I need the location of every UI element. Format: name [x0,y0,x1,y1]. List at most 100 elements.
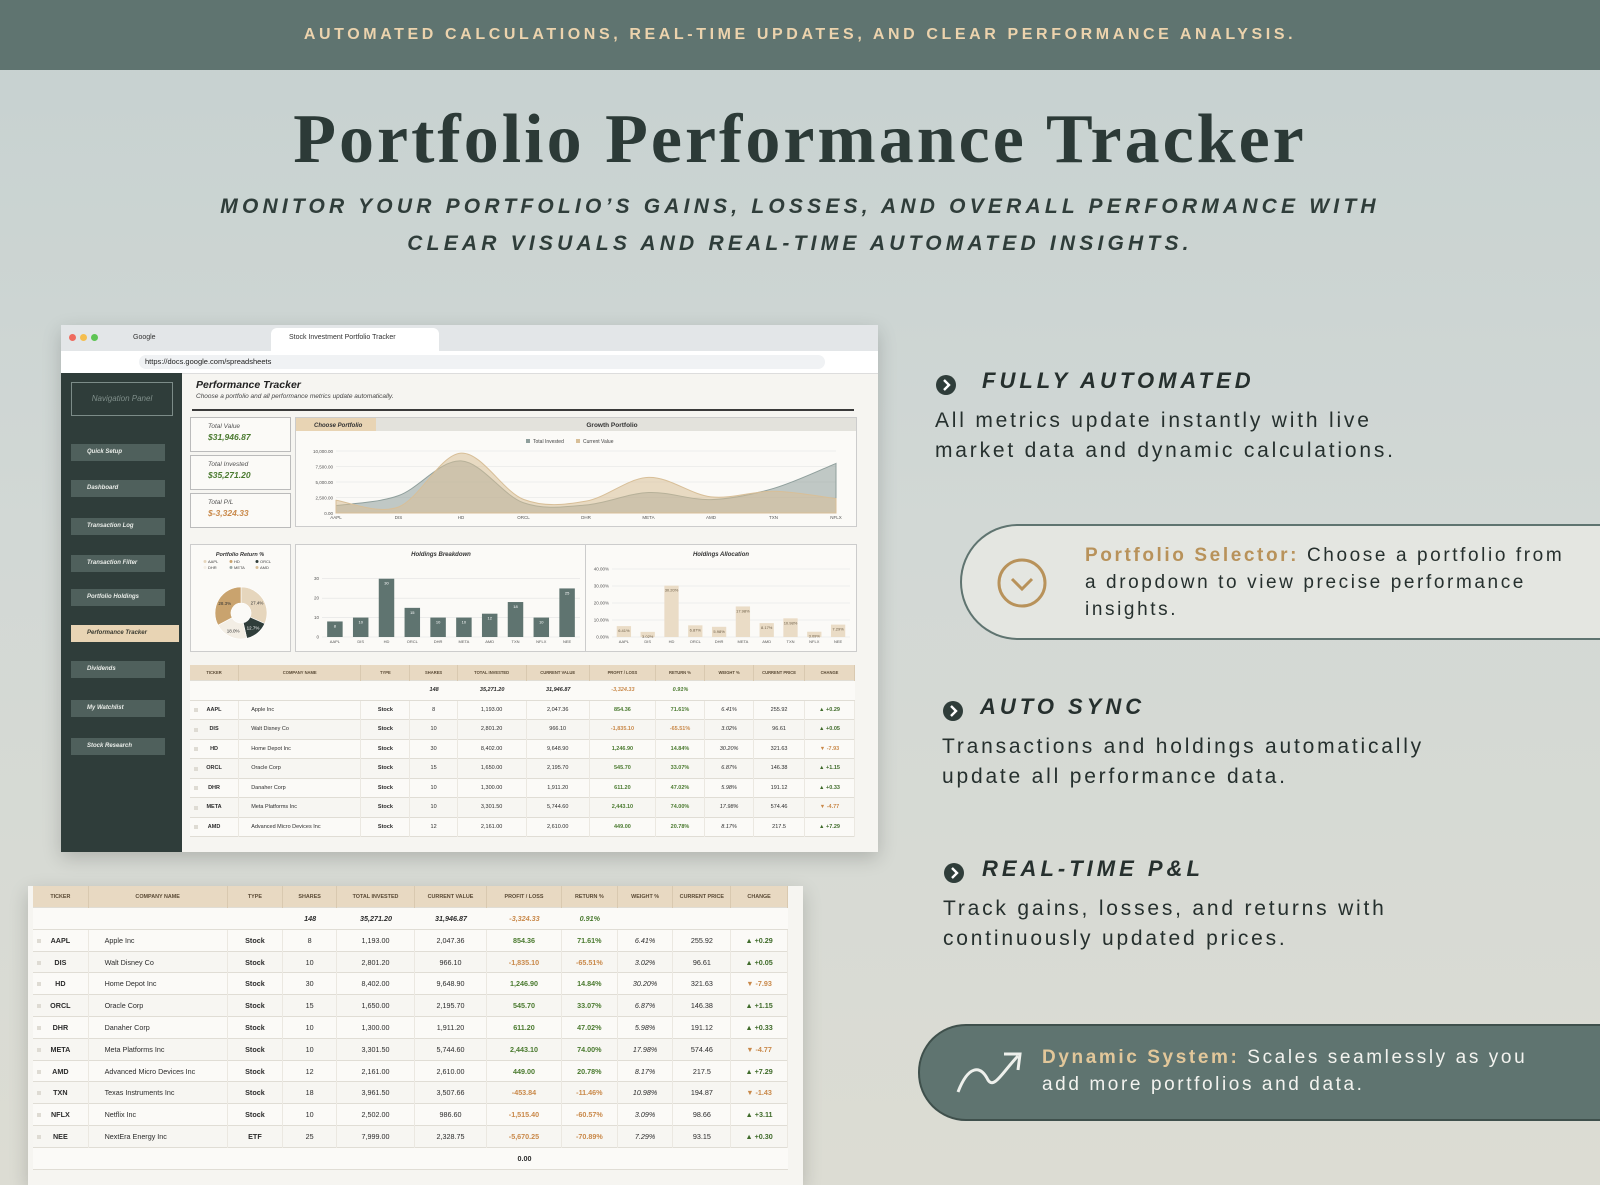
bar [481,613,498,637]
feature: FULLY AUTOMATED All metrics update insta… [935,368,1495,466]
column-header: CURRENT VALUE [415,886,487,908]
value-label: 12 [487,616,492,621]
table-cell: 98.66 [673,1104,732,1126]
nav-item: Portfolio Holdings [71,589,165,606]
table-cell: 9,648.90 [415,973,487,996]
legend-swatch [576,439,580,443]
value-label: 25 [565,590,570,595]
column-header: CURRENT PRICE [754,665,805,681]
x-tick-label: META [737,639,748,644]
table-cell: 1,650.00 [458,759,527,779]
column-header: TYPE [228,886,284,908]
callout-text: Dynamic System: Scales seamlessly as you… [1042,1044,1542,1098]
row-marker [37,1047,41,1052]
table-cell: Apple Inc [239,700,362,720]
tab-bar [61,325,878,351]
feature-heading: AUTO SYNC [980,694,1146,719]
table-cell: ETF [228,1126,284,1148]
table-cell: 2,195.70 [415,995,487,1017]
table-cell: NFLX [33,1104,89,1126]
table-row [33,1147,788,1170]
value-label: 7.29% [832,627,844,632]
legend-label: Current Value [583,439,614,445]
pie-label: 18.0% [227,628,240,633]
table-cell: 3.02% [705,720,755,740]
table-cell: Apple Inc [89,929,228,952]
x-tick-label: AMD [485,639,494,644]
table-cell: 2,161.00 [337,1060,416,1083]
table-cell: 2,195.70 [527,759,590,779]
column-header: RETURN % [656,665,706,681]
legend-swatch [526,439,530,443]
table-cell: 545.70 [590,759,656,779]
column-header: CURRENT PRICE [673,886,732,908]
total-cell: -3,324.33 [509,914,540,923]
table-cell: Meta Platforms Inc [89,1038,228,1061]
page-subtitle: MONITOR YOUR PORTFOLIO’S GAINS, LOSSES, … [220,195,1380,255]
y-tick-label: 40.00% [594,567,609,572]
table-cell: HD [33,973,89,996]
legend-label: Total Invested [533,439,564,445]
legend-label: DHR [208,565,217,570]
callout-dynamic-system: Dynamic System: Scales seamlessly as you… [918,1024,1600,1121]
y-tick-label: 20 [314,596,320,601]
callout-body: Choose a portfolio from a dropdown to vi… [1085,545,1565,620]
bar [507,602,524,637]
pie-label: 28.3% [218,601,231,606]
column-header: TICKER [190,665,240,681]
nav-title: Navigation Panel [71,382,173,416]
table-row [190,665,855,681]
table-cell: 6.87% [618,995,674,1017]
bar [559,588,575,637]
table-cell: 12 [283,1060,338,1083]
table-cell: Netflix Inc [89,1104,228,1126]
x-tick-label: HD [669,639,675,644]
table-cell: DIS [190,720,240,740]
nav-item: Stock Research [71,738,165,755]
table-cell: -1,835.10 [590,720,656,740]
table-cell: META [33,1038,89,1061]
table-cell: Stock [228,973,284,996]
sheet-title: Performance Tracker [196,379,301,391]
bar [711,626,727,637]
x-tick-label: ORCL [517,515,530,520]
table-cell: 18 [283,1082,338,1105]
value-label: 6.87% [690,627,702,632]
bar [378,578,395,637]
table-cell: -1,515.40 [487,1104,562,1126]
table-cell: 1,246.90 [590,739,656,759]
table-cell: META [190,798,240,818]
table-row [33,929,788,952]
table-row [33,908,788,930]
column-header: COMPANY NAME [89,886,228,908]
table-cell: 9,648.90 [527,739,590,759]
table-cell: 0.00 [517,1153,532,1163]
y-tick-label: 10.00% [594,618,609,623]
pie-label: 12.7% [247,626,260,631]
table-cell: 2,443.10 [487,1038,562,1061]
y-tick-label: 2,500.00 [315,496,333,501]
holdings-table-zoom: TICKER COMPANY NAME TYPE SHARES TOTAL INVEST… [28,886,803,1185]
total-cell: 35,271.20 [479,687,505,693]
table-cell: 191.12 [754,778,805,798]
table-cell: 33.07% [656,759,706,779]
table-cell: 2,047.36 [527,700,590,720]
row-marker [194,727,198,732]
table-row [33,995,788,1017]
table-cell: 2,610.00 [527,817,590,837]
table-cell: 2,610.00 [415,1060,487,1083]
table-cell: 47.02% [656,778,706,798]
window-dot [80,334,87,341]
table-row [190,798,855,818]
table-cell: DIS [33,951,89,974]
sheet-subtitle: Choose a portfolio and all performance m… [196,393,394,400]
metric-card [190,455,291,490]
bar [616,626,632,637]
y-tick-label: 0 [316,635,319,640]
table-cell: 30.20% [705,739,755,759]
table-cell: ▼ -7.93 [805,739,855,759]
table-cell: ORCL [33,995,89,1017]
table-cell: -453.84 [487,1082,562,1105]
legend-dot [203,566,207,569]
value-label: 3.09% [809,634,821,639]
